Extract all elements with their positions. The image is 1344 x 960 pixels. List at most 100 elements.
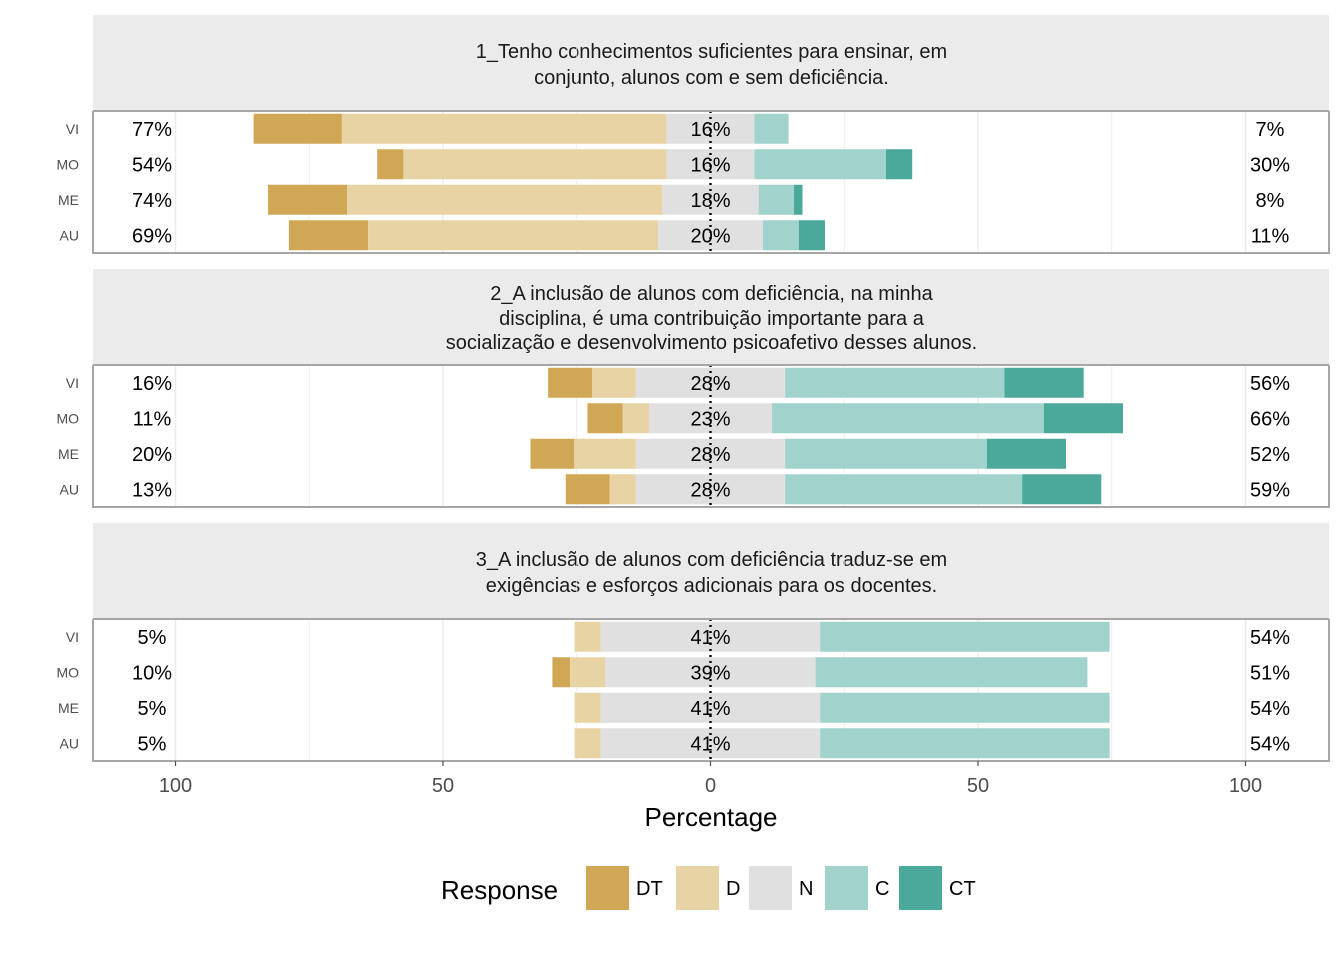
legend-key-n bbox=[749, 866, 792, 910]
panel-3: 3_A inclusão de alunos com deficiência t… bbox=[56, 523, 1330, 762]
bar-d bbox=[574, 438, 636, 469]
row-AU: AU 69% 20% 11% bbox=[60, 220, 1290, 251]
legend-label-ct: CT bbox=[949, 878, 976, 900]
bar-c bbox=[820, 692, 1110, 723]
panel-title-line: exigências e esforços adicionais para os… bbox=[486, 575, 937, 597]
x-tick-label: 100 bbox=[159, 775, 192, 797]
left-pct-label: 13% bbox=[132, 479, 172, 501]
bar-c bbox=[815, 657, 1088, 688]
legend-key-c bbox=[825, 866, 868, 910]
left-pct-label: 20% bbox=[132, 444, 172, 466]
row-label: AU bbox=[60, 227, 79, 243]
bar-c bbox=[758, 184, 794, 215]
panel-strip bbox=[93, 15, 1329, 111]
right-pct-label: 54% bbox=[1250, 733, 1290, 755]
right-pct-label: 52% bbox=[1250, 444, 1290, 466]
row-label: MO bbox=[56, 664, 79, 680]
x-tick-label: 50 bbox=[432, 775, 454, 797]
bar-ct bbox=[986, 438, 1067, 469]
legend-label-c: C bbox=[875, 878, 889, 900]
bar-c bbox=[754, 149, 886, 180]
bar-ct bbox=[1022, 474, 1102, 505]
bar-d bbox=[347, 184, 663, 215]
x-axis: 100 50 0 50 100 bbox=[159, 761, 1262, 797]
legend-label-n: N bbox=[799, 878, 813, 900]
neutral-pct-label: 28% bbox=[690, 479, 730, 501]
panel-2: 2_A inclusão de alunos com deficiência, … bbox=[56, 269, 1330, 508]
neutral-pct-label: 28% bbox=[690, 444, 730, 466]
row-ME: ME 74% 18% 8% bbox=[58, 184, 1285, 215]
right-pct-label: 59% bbox=[1250, 479, 1290, 501]
row-label: ME bbox=[58, 192, 79, 208]
panel-title-line: disciplina, é uma contribuição important… bbox=[499, 308, 925, 330]
bar-dt bbox=[253, 113, 342, 144]
legend-title: Response bbox=[441, 875, 558, 905]
bar-d bbox=[574, 621, 601, 652]
right-pct-label: 54% bbox=[1250, 627, 1290, 649]
left-pct-label: 5% bbox=[138, 698, 167, 720]
bar-d bbox=[341, 113, 667, 144]
row-label: AU bbox=[60, 735, 79, 751]
row-label: MO bbox=[56, 156, 79, 172]
panel-strip bbox=[93, 269, 1329, 365]
bar-d bbox=[574, 728, 601, 759]
row-label: AU bbox=[60, 481, 79, 497]
panel-border bbox=[92, 110, 1330, 254]
neutral-pct-label: 41% bbox=[690, 698, 730, 720]
panel-title-line: conjunto, alunos com e sem deficiência. bbox=[534, 67, 889, 89]
bar-c bbox=[785, 367, 1005, 398]
row-MO: MO 54% 16% 30% bbox=[56, 149, 1290, 180]
bar-ct bbox=[798, 220, 825, 251]
left-pct-label: 54% bbox=[132, 154, 172, 176]
right-pct-label: 51% bbox=[1250, 662, 1290, 684]
bar-dt bbox=[377, 149, 404, 180]
right-pct-label: 66% bbox=[1250, 408, 1290, 430]
panel-strip bbox=[93, 523, 1329, 619]
left-pct-label: 16% bbox=[132, 373, 172, 395]
bar-dt bbox=[587, 403, 623, 434]
bar-c bbox=[820, 728, 1110, 759]
bar-c bbox=[785, 474, 1023, 505]
left-pct-label: 5% bbox=[138, 627, 167, 649]
row-label: ME bbox=[58, 446, 79, 462]
bar-c bbox=[772, 403, 1044, 434]
row-MO: MO 11% 23% 66% bbox=[56, 403, 1290, 434]
x-tick-label: 100 bbox=[1229, 775, 1262, 797]
neutral-pct-label: 18% bbox=[690, 190, 730, 212]
bar-c bbox=[754, 113, 789, 144]
bar-c bbox=[762, 220, 799, 251]
left-pct-label: 69% bbox=[132, 225, 172, 247]
panel-title-line: 1_Tenho conhecimentos suficientes para e… bbox=[476, 41, 947, 63]
legend-label-d: D bbox=[726, 878, 740, 900]
legend: Response DT D N C CT bbox=[441, 866, 976, 910]
bar-d bbox=[403, 149, 667, 180]
right-pct-label: 30% bbox=[1250, 154, 1290, 176]
row-VI: VI 77% 16% 7% bbox=[66, 113, 1285, 144]
bar-ct bbox=[1004, 367, 1084, 398]
panel-title-line: 3_A inclusão de alunos com deficiência t… bbox=[476, 549, 947, 571]
bar-c bbox=[785, 438, 987, 469]
row-MO: MO 10% 39% 51% bbox=[56, 657, 1290, 688]
right-pct-label: 56% bbox=[1250, 373, 1290, 395]
legend-label-dt: DT bbox=[636, 878, 663, 900]
right-pct-label: 11% bbox=[1251, 225, 1290, 247]
bar-d bbox=[570, 657, 606, 688]
legend-key-d bbox=[676, 866, 719, 910]
bar-dt bbox=[530, 438, 575, 469]
left-pct-label: 10% bbox=[132, 662, 172, 684]
row-ME: ME 5% 41% 54% bbox=[58, 692, 1290, 723]
panel-border bbox=[92, 364, 1330, 508]
bar-dt bbox=[288, 220, 369, 251]
row-label: VI bbox=[66, 375, 79, 391]
left-pct-label: 11% bbox=[133, 408, 172, 430]
bar-d bbox=[574, 692, 601, 723]
panel-1: 1_Tenho conhecimentos suficientes para e… bbox=[56, 15, 1330, 254]
bar-d bbox=[622, 403, 649, 434]
bar-dt bbox=[268, 184, 348, 215]
x-tick-label: 0 bbox=[705, 775, 716, 797]
bar-dt bbox=[565, 474, 610, 505]
legend-key-ct bbox=[899, 866, 942, 910]
bar-ct bbox=[885, 149, 913, 180]
left-pct-label: 77% bbox=[132, 119, 172, 141]
